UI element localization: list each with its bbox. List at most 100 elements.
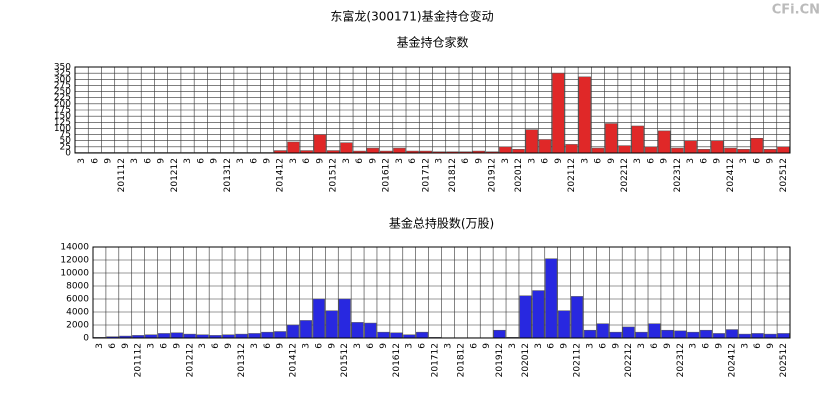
- x-tick-label: 9: [104, 158, 114, 164]
- x-tick-label: 6: [366, 343, 376, 349]
- bar: [687, 332, 699, 338]
- y-tick-label: 0: [83, 334, 89, 344]
- x-tick-label: 6: [90, 158, 100, 164]
- bar: [636, 332, 648, 338]
- x-tick-label: 9: [210, 158, 220, 164]
- x-tick-label: 9: [560, 343, 570, 349]
- x-tick-label: 3: [301, 343, 311, 349]
- x-tick-label: 202512: [779, 158, 789, 192]
- bar: [571, 296, 583, 338]
- x-tick-label: 201812: [448, 158, 458, 192]
- x-tick-label: 6: [461, 158, 471, 164]
- bar: [558, 311, 570, 338]
- y-tick-label: 8000: [66, 282, 89, 292]
- bar: [326, 311, 338, 338]
- x-tick-label: 6: [752, 158, 762, 164]
- x-tick-label: 9: [379, 343, 389, 349]
- x-tick-label: 9: [715, 343, 725, 349]
- x-tick-label: 6: [594, 158, 604, 164]
- y-tick-label: 350: [54, 63, 71, 73]
- x-tick-label: 9: [611, 343, 621, 349]
- x-tick-label: 201412: [289, 343, 299, 377]
- x-tick-label: 202312: [673, 158, 683, 192]
- bar: [365, 323, 377, 338]
- x-tick-label: 6: [541, 158, 551, 164]
- bar: [649, 324, 661, 338]
- bar: [698, 149, 710, 153]
- x-tick-label: 9: [327, 343, 337, 349]
- x-tick-label: 6: [196, 158, 206, 164]
- x-tick-label: 6: [646, 158, 656, 164]
- x-tick-label: 202012: [521, 343, 531, 377]
- x-tick-label: 201212: [185, 343, 195, 377]
- bar: [494, 330, 506, 338]
- x-tick-label: 201612: [392, 343, 402, 377]
- x-tick-label: 3: [289, 158, 299, 164]
- x-tick-label: 6: [547, 343, 557, 349]
- x-tick-label: 201712: [421, 158, 431, 192]
- x-tick-label: 3: [501, 158, 511, 164]
- bar: [300, 320, 312, 338]
- x-tick-label: 3: [198, 343, 208, 349]
- y-tick-label: 12000: [60, 256, 89, 266]
- bar: [597, 324, 609, 338]
- x-tick-label: 9: [607, 158, 617, 164]
- bar: [671, 148, 683, 153]
- x-tick-label: 9: [663, 343, 673, 349]
- bar: [287, 325, 299, 338]
- x-tick-label: 3: [637, 343, 647, 349]
- x-tick-label: 6: [211, 343, 221, 349]
- bar: [261, 332, 273, 338]
- x-tick-label: 6: [418, 343, 428, 349]
- x-tick-label: 3: [342, 158, 352, 164]
- bar: [623, 327, 635, 338]
- bar: [645, 147, 657, 153]
- x-tick-label: 6: [314, 343, 324, 349]
- bar: [378, 332, 390, 338]
- x-tick-label: 202112: [567, 158, 577, 192]
- bar: [391, 333, 403, 338]
- bar: [778, 333, 790, 338]
- x-tick-label: 202212: [620, 158, 630, 192]
- x-tick-label: 6: [650, 343, 660, 349]
- bar: [584, 330, 596, 338]
- x-tick-label: 3: [435, 158, 445, 164]
- bar: [738, 149, 750, 153]
- bar: [513, 149, 525, 153]
- bar: [552, 73, 564, 153]
- x-tick-label: 3: [77, 158, 87, 164]
- x-tick-label: 3: [130, 158, 140, 164]
- x-tick-label: 3: [395, 158, 405, 164]
- y-tick-label: 10000: [60, 269, 89, 279]
- x-tick-label: 9: [482, 343, 492, 349]
- y-tick-label: 6000: [66, 295, 89, 305]
- bar: [674, 331, 686, 338]
- bar: [713, 333, 725, 338]
- bar: [566, 144, 578, 153]
- x-tick-label: 201412: [276, 158, 286, 192]
- bar: [339, 299, 351, 338]
- bar: [685, 141, 697, 153]
- x-tick-label: 3: [236, 158, 246, 164]
- bar: [236, 334, 248, 338]
- x-tick-label: 9: [368, 158, 378, 164]
- x-tick-label: 3: [405, 343, 415, 349]
- bar: [249, 333, 261, 338]
- bar: [619, 146, 631, 153]
- page-title: 东富龙(300171)基金持仓变动: [330, 9, 493, 24]
- x-tick-label: 6: [159, 343, 169, 349]
- x-tick-label: 201812: [456, 343, 466, 377]
- bar: [532, 291, 544, 338]
- bar: [171, 333, 183, 338]
- x-tick-label: 9: [121, 343, 131, 349]
- bar: [711, 141, 723, 153]
- bar: [632, 126, 644, 153]
- bar: [777, 147, 789, 153]
- x-tick-label: 202112: [573, 343, 583, 377]
- x-tick-label: 3: [740, 343, 750, 349]
- bar: [765, 334, 777, 338]
- x-tick-label: 201312: [237, 343, 247, 377]
- x-tick-label: 9: [554, 158, 564, 164]
- x-tick-label: 202412: [726, 158, 736, 192]
- x-tick-label: 9: [660, 158, 670, 164]
